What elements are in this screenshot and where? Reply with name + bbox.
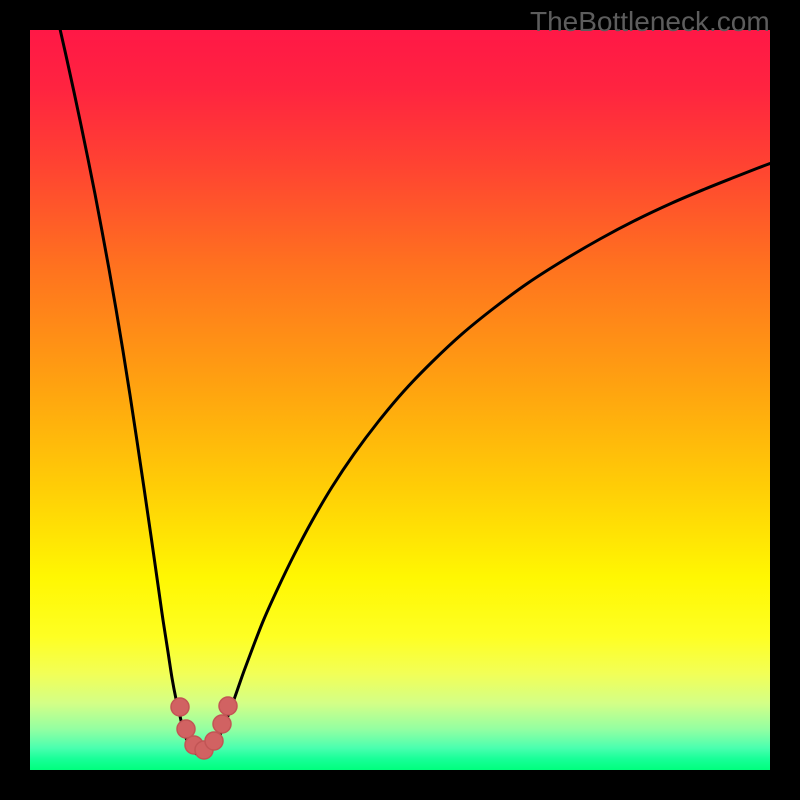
data-point [219, 697, 237, 715]
data-point [177, 720, 195, 738]
data-point [213, 715, 231, 733]
data-points [0, 0, 800, 800]
data-point [171, 698, 189, 716]
data-point [205, 732, 223, 750]
